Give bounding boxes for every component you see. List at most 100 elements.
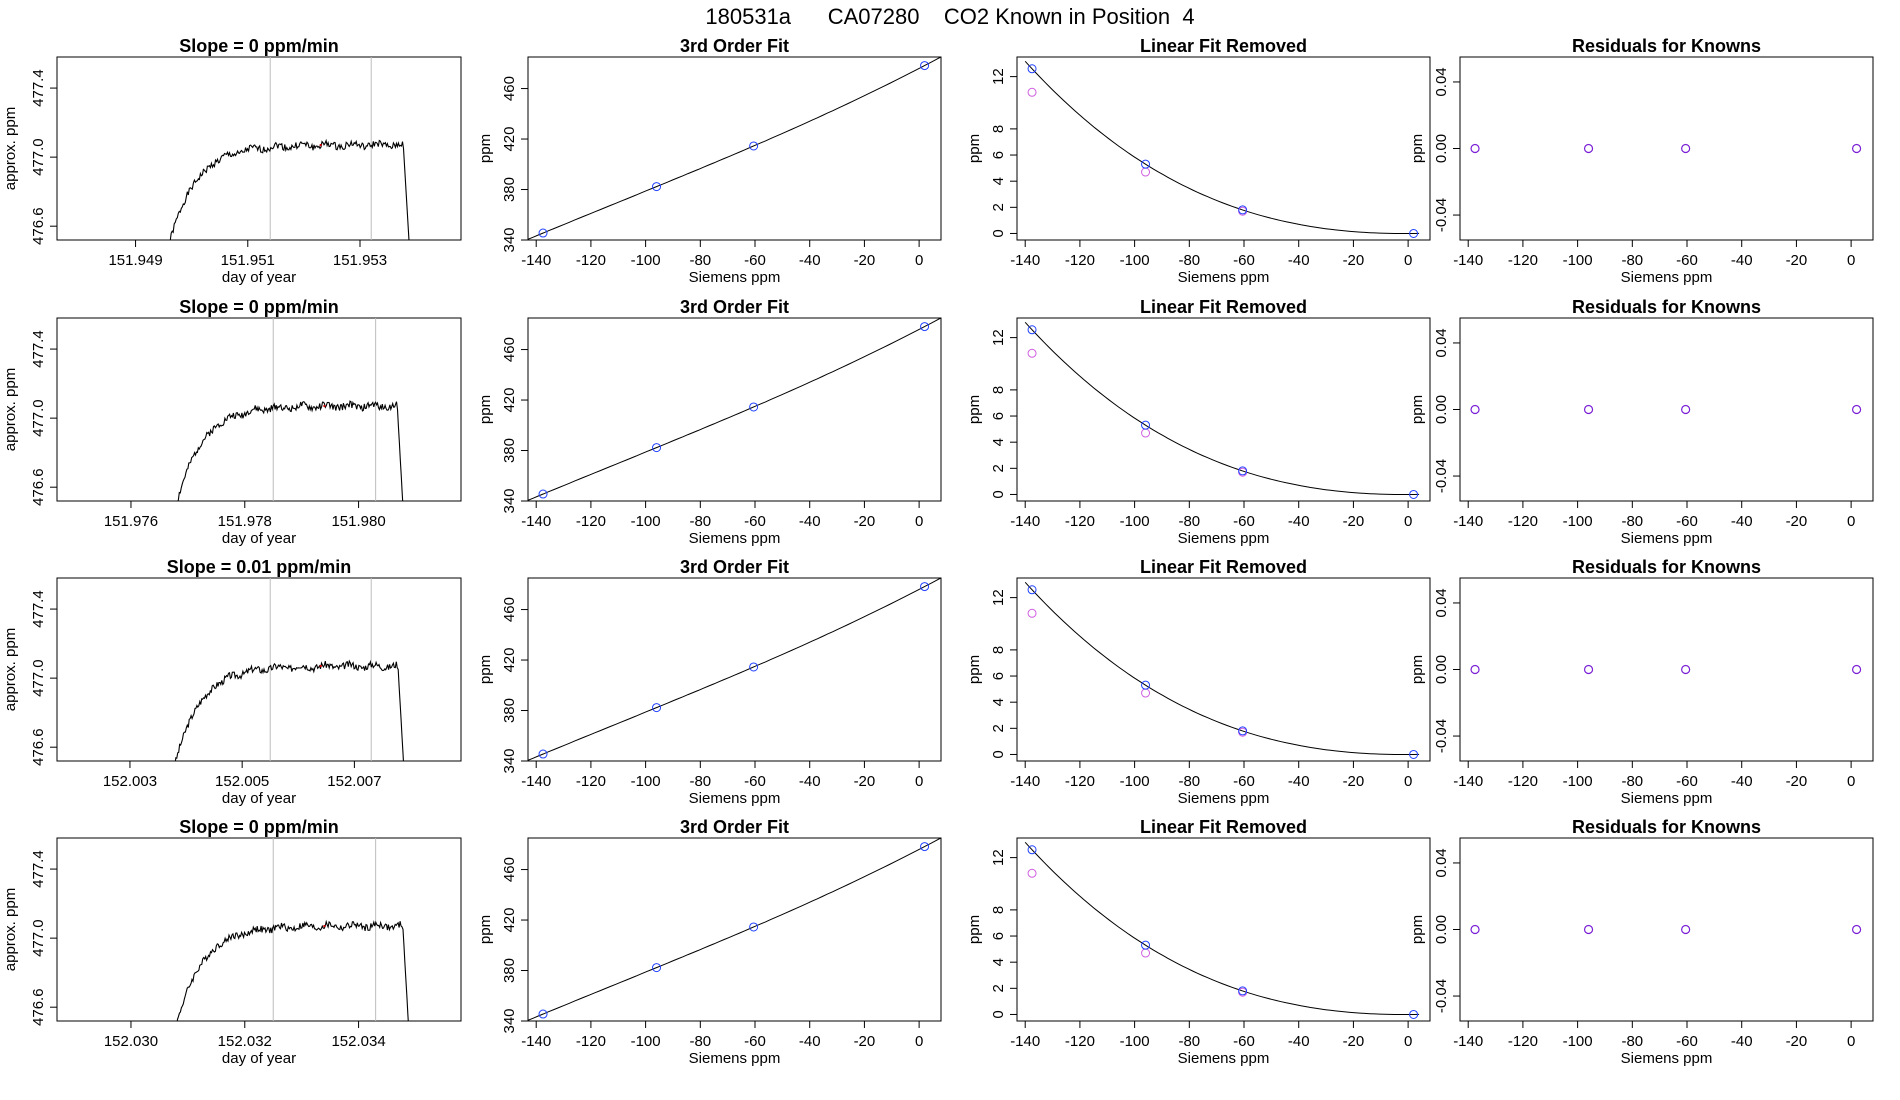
y-tick-label: 4 [990, 177, 1007, 185]
x-tick-label: -80 [1178, 513, 1200, 530]
y-axis-label: approx. ppm [2, 628, 19, 711]
x-tick-label: -60 [1233, 773, 1255, 790]
x-tick-label: -40 [1288, 513, 1310, 530]
x-tick-label: -100 [1120, 773, 1150, 790]
y-tick-label: 477.0 [30, 919, 47, 957]
x-tick-label: 0 [1404, 773, 1412, 790]
x-tick-label: -120 [576, 252, 606, 269]
y-tick-label: 0.04 [1433, 328, 1450, 357]
x-axis-label: Siemens ppm [1178, 1050, 1270, 1067]
y-tick-label: 2 [990, 984, 1007, 992]
y-tick-label: 4 [990, 958, 1007, 966]
x-tick-label: -20 [1786, 513, 1808, 530]
y-axis-label: ppm [1409, 915, 1426, 944]
residual-curve [1024, 841, 1420, 1015]
fit-point [538, 1009, 548, 1019]
x-tick-label: -60 [744, 1033, 766, 1050]
x-tick-label: -100 [631, 252, 661, 269]
x-tick-label: -120 [1508, 513, 1538, 530]
x-tick-label: 0 [1404, 513, 1412, 530]
x-tick-label: 0 [1847, 773, 1855, 790]
x-tick-label: -80 [1621, 1033, 1643, 1050]
x-axis-label: day of year [222, 790, 296, 807]
panel-3-4: Residuals for Knowns -140 -120 -100 -80 -60 -4… [1409, 557, 1874, 807]
y-tick-label: 476.6 [30, 468, 47, 506]
x-tick-label: -80 [689, 1033, 711, 1050]
y-tick-label: 380 [501, 698, 518, 723]
residual-point [1851, 924, 1862, 935]
x-tick-label: -20 [854, 1033, 876, 1050]
y-tick-label: 420 [501, 388, 518, 413]
magenta-point [1027, 868, 1037, 878]
panel-1-3: Linear Fit Removed -140 -120 -100 -80 -60 -40 -… [966, 36, 1431, 286]
panel-title: Slope = 0 ppm/min [179, 817, 339, 837]
y-tick-label: 0.00 [1433, 655, 1450, 684]
x-tick-label: 152.034 [331, 1033, 385, 1050]
x-tick-label: -40 [1731, 1033, 1753, 1050]
x-tick-label: -80 [689, 513, 711, 530]
x-tick-label: -140 [521, 1033, 551, 1050]
panel-title: Residuals for Knowns [1572, 817, 1761, 837]
y-tick-label: 6 [990, 412, 1007, 420]
fit-curve [528, 838, 941, 1021]
x-tick-label: 0 [1847, 513, 1855, 530]
residual-point [1851, 404, 1862, 415]
x-tick-label: -60 [1676, 1033, 1698, 1050]
fit-point [538, 489, 548, 499]
panel-title: Residuals for Knowns [1572, 557, 1761, 577]
x-tick-label: -40 [1288, 773, 1310, 790]
y-tick-label: 477.0 [30, 659, 47, 697]
y-tick-label: 477.0 [30, 399, 47, 437]
y-tick-label: 6 [990, 932, 1007, 940]
fit-curve [528, 578, 941, 761]
y-axis-label: ppm [477, 134, 494, 163]
y-axis-label: approx. ppm [2, 107, 19, 190]
x-axis-label: Siemens ppm [1178, 269, 1270, 286]
x-tick-label: -40 [799, 513, 821, 530]
y-tick-label: 0 [990, 229, 1007, 237]
x-tick-label: -120 [576, 773, 606, 790]
panel-title: Linear Fit Removed [1140, 36, 1307, 56]
x-axis-label: Siemens ppm [1621, 269, 1713, 286]
x-tick-label: -40 [1288, 252, 1310, 269]
x-tick-label: -140 [1010, 1033, 1040, 1050]
mean-marker [319, 143, 322, 147]
panel-title: Slope = 0 ppm/min [179, 36, 339, 56]
y-tick-label: 12 [990, 68, 1007, 85]
x-tick-label: -60 [1676, 252, 1698, 269]
x-tick-label: -20 [1786, 1033, 1808, 1050]
panel-4-2: 3rd Order Fit -140 -120 -100 -80 -60 -40 -20 0 Si… [477, 817, 942, 1067]
plot-area [1024, 581, 1420, 759]
plot-area [528, 578, 941, 761]
plot-area [1470, 664, 1862, 675]
x-tick-label: -100 [1563, 513, 1593, 530]
fit-point [920, 842, 930, 852]
x-tick-label: -100 [1120, 513, 1150, 530]
x-axis-label: Siemens ppm [1621, 530, 1713, 547]
x-tick-label: -20 [1786, 252, 1808, 269]
x-tick-label: -40 [799, 252, 821, 269]
x-tick-label: -20 [1786, 773, 1808, 790]
mean-marker [323, 404, 326, 408]
x-tick-label: -100 [1120, 1033, 1150, 1050]
residual-curve [1024, 321, 1420, 495]
x-tick-label: -80 [1178, 773, 1200, 790]
magenta-point [1027, 348, 1037, 358]
x-axis-label: day of year [222, 530, 296, 547]
plot-frame [1459, 317, 1874, 502]
y-tick-label: 380 [501, 958, 518, 983]
y-tick-label: 340 [501, 227, 518, 252]
x-tick-label: -140 [1453, 252, 1483, 269]
x-tick-label: -20 [1343, 252, 1365, 269]
x-tick-label: -100 [1563, 1033, 1593, 1050]
x-tick-label: -140 [1453, 1033, 1483, 1050]
x-tick-label: -20 [1343, 513, 1365, 530]
y-tick-label: 0 [990, 750, 1007, 758]
y-tick-label: 2 [990, 724, 1007, 732]
y-tick-label: 340 [501, 488, 518, 513]
y-tick-label: 460 [501, 857, 518, 882]
y-axis-label: ppm [477, 915, 494, 944]
panel-3-2: 3rd Order Fit -140 -120 -100 -80 -60 -40 -20 0 Si… [477, 557, 942, 807]
x-tick-label: -80 [1621, 513, 1643, 530]
